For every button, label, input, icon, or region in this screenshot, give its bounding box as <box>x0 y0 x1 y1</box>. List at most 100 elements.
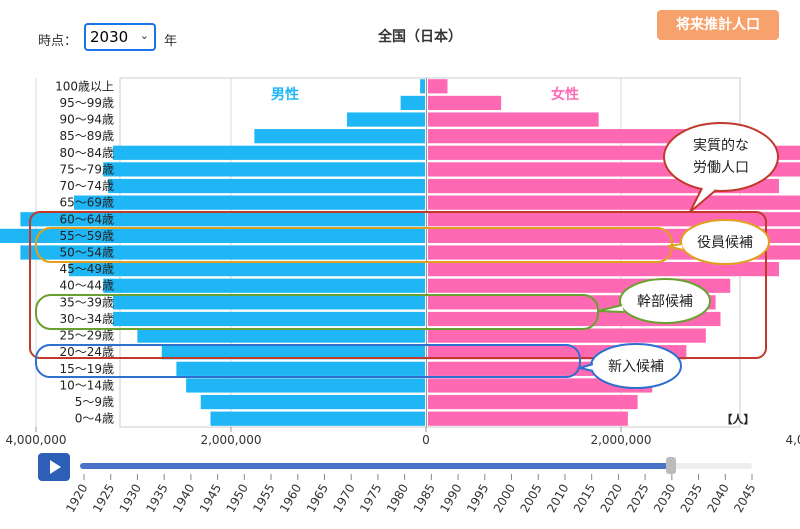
timeline-year-label: 1965 <box>304 482 331 515</box>
timeline-year-label: 1985 <box>411 482 438 515</box>
male-bar <box>113 295 425 310</box>
male-bar <box>200 394 425 410</box>
x-tick-label: 4,000,000 <box>5 433 66 447</box>
timeline-year-label: 1995 <box>464 482 491 515</box>
male-bar <box>137 328 425 343</box>
executive-bubble <box>680 219 770 265</box>
male-bar <box>103 278 425 293</box>
working-population-label-line1: 実質的な <box>693 138 749 154</box>
year-suffix-label: 年 <box>164 34 178 49</box>
time-label: 時点： <box>38 34 78 49</box>
male-bar <box>0 228 425 243</box>
chart-title: 全国（日本） <box>378 29 462 45</box>
manager-pointer <box>597 304 625 313</box>
timeline-year-label: 2035 <box>678 482 705 515</box>
male-bar <box>74 195 425 210</box>
male-bar <box>400 95 425 111</box>
timeline-year-label: 2025 <box>624 482 651 515</box>
timeline-year-label: 1920 <box>63 482 90 515</box>
chevron-down-icon: ⌄ <box>139 29 149 42</box>
x-tick-label: 4,000,000 <box>785 433 800 447</box>
age-group-label: 35〜39歳 <box>59 295 114 309</box>
female-bar <box>428 328 706 343</box>
timeline-year-label: 2005 <box>517 482 544 515</box>
timeline-year-label: 2030 <box>651 482 678 515</box>
working-population-label-line2: 労働人口 <box>693 160 749 176</box>
unit-label: 【人】 <box>722 412 755 426</box>
executive-label: 役員候補 <box>697 235 753 251</box>
age-group-label: 10〜14歳 <box>59 378 114 392</box>
timeline-year-label: 1980 <box>384 482 411 515</box>
age-group-label: 75〜79歳 <box>59 162 114 176</box>
timeline-handle[interactable] <box>666 457 676 474</box>
working-population-bubble <box>663 122 779 192</box>
timeline-year-label: 2000 <box>491 482 518 515</box>
age-group-label: 40〜44歳 <box>59 279 114 293</box>
age-group-label: 100歳以上 <box>55 79 114 93</box>
x-tick-label: 2,000,000 <box>200 433 261 447</box>
female-bar <box>428 262 779 277</box>
timeline-year-label: 1925 <box>90 482 117 515</box>
timeline-year-label: 1990 <box>437 482 464 515</box>
male-bar <box>176 361 425 376</box>
age-group-label: 95〜99歳 <box>59 96 114 110</box>
age-group-label: 90〜94歳 <box>59 113 114 127</box>
timeline-year-label: 2015 <box>571 482 598 515</box>
age-group-label: 65〜69歳 <box>59 196 114 210</box>
timeline-year-label: 1960 <box>277 482 304 515</box>
male-bar <box>161 345 425 360</box>
recruit-outline <box>35 344 581 378</box>
female-bar <box>428 79 448 94</box>
working-population-outline <box>29 211 767 359</box>
working-population-pointer <box>689 187 717 213</box>
age-group-label: 55〜59歳 <box>59 229 114 243</box>
timeline-year-label: 1945 <box>197 482 224 515</box>
timeline-year-label: 2020 <box>598 482 625 515</box>
year-select-value: 2030 <box>90 28 129 46</box>
age-group-label: 30〜34歳 <box>59 312 114 326</box>
timeline-year-label: 2045 <box>731 482 758 515</box>
x-tick-label: 0 <box>422 433 430 447</box>
female-label: 女性 <box>551 86 579 103</box>
male-bar <box>347 112 425 127</box>
male-bar <box>420 79 425 94</box>
male-bar <box>20 212 425 227</box>
female-bar <box>428 195 800 210</box>
age-group-label: 25〜29歳 <box>59 329 114 343</box>
age-group-label: 50〜54歳 <box>59 246 114 260</box>
male-bar <box>210 411 425 426</box>
timeline-year-label: 1970 <box>330 482 357 515</box>
x-tick-label: 2,000,000 <box>590 433 651 447</box>
female-bar <box>428 129 716 144</box>
year-select[interactable]: 2030 ⌄ <box>84 23 156 51</box>
recruit-label: 新入候補 <box>608 359 664 375</box>
age-group-label: 20〜24歳 <box>59 345 114 359</box>
timeline-year-label: 1975 <box>357 482 384 515</box>
manager-label: 幹部候補 <box>637 293 693 310</box>
play-button[interactable] <box>38 453 70 481</box>
male-bar <box>20 245 425 260</box>
timeline-year-label: 1955 <box>250 482 277 515</box>
manager-bubble <box>619 278 711 324</box>
male-bar <box>254 129 425 144</box>
timeline-year-label: 1935 <box>143 482 170 515</box>
female-bar <box>428 112 599 127</box>
age-group-label: 85〜89歳 <box>59 129 114 143</box>
age-group-label: 70〜74歳 <box>59 179 114 193</box>
male-bar <box>69 262 425 277</box>
timeline-year-label: 1940 <box>170 482 197 515</box>
projection-badge[interactable]: 将来推計人口 <box>657 10 779 40</box>
timeline-progress <box>80 463 671 469</box>
recruit-pointer <box>576 363 594 372</box>
male-bar <box>113 145 425 160</box>
male-bar <box>186 378 425 393</box>
timeline-year-label: 2010 <box>544 482 571 515</box>
female-bar <box>428 378 653 393</box>
age-group-label: 5〜9歳 <box>75 395 114 409</box>
male-bar <box>108 178 425 194</box>
female-bar <box>428 394 638 410</box>
timeline-year-label: 1930 <box>117 482 144 515</box>
age-group-label: 80〜84歳 <box>59 146 114 160</box>
